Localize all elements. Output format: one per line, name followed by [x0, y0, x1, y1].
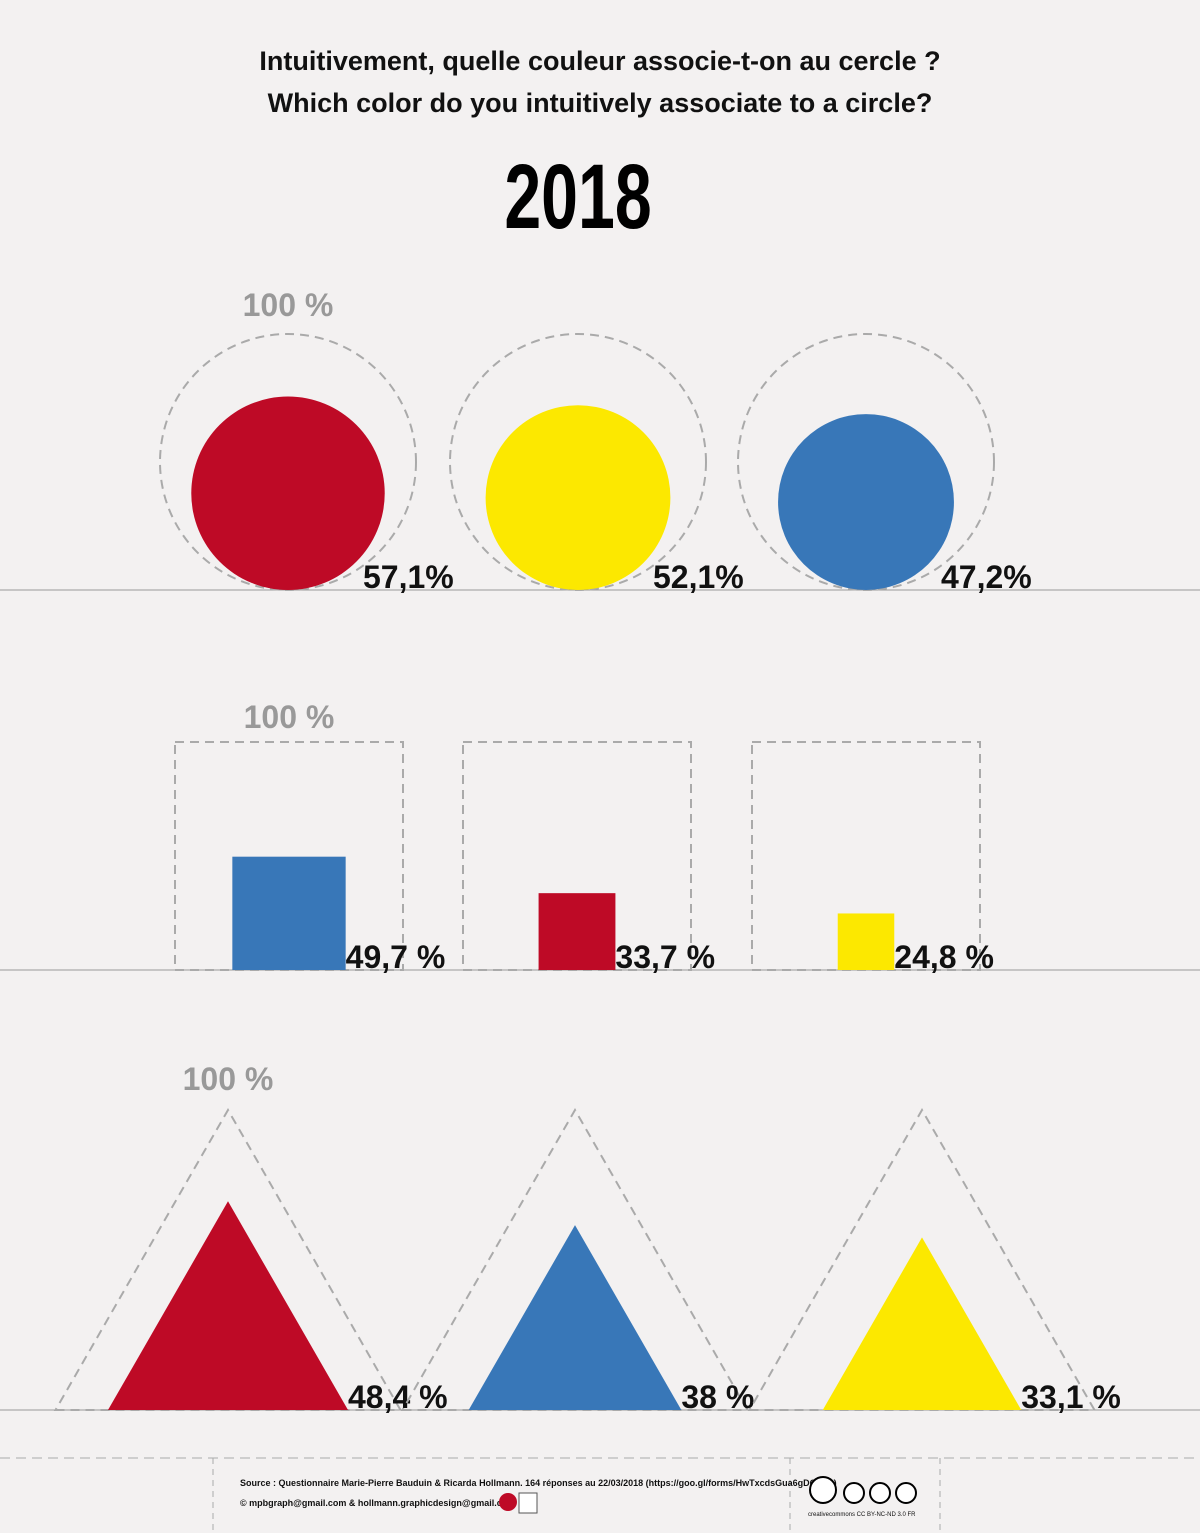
square	[538, 893, 616, 970]
square	[232, 856, 346, 970]
value-label: 24,8 %	[894, 939, 994, 975]
value-label: 57,1%	[363, 559, 454, 595]
title: Intuitivement, quelle couleur associe-t-…	[259, 46, 940, 76]
reference-outline	[159, 333, 417, 591]
triangle	[822, 1237, 1022, 1410]
triangle	[107, 1201, 349, 1410]
value-label: 33,1 %	[1021, 1379, 1121, 1415]
circle	[191, 396, 385, 590]
value-label: 49,7 %	[346, 939, 446, 975]
subtitle: Which color do you intuitively associate…	[268, 88, 933, 118]
value-label: 52,1%	[653, 559, 744, 595]
source: Source : Questionnaire Marie-Pierre Baud…	[240, 1478, 837, 1488]
reference-label: 100 %	[183, 1061, 274, 1097]
logos	[499, 1492, 538, 1514]
value-label: 38 %	[681, 1379, 754, 1415]
reference-label: 100 %	[244, 699, 335, 735]
circle	[485, 405, 671, 590]
circle	[778, 414, 954, 590]
license: creativecommons CC BY-NC-ND 3.0 FR	[808, 1512, 916, 1518]
reference-label: 100 %	[243, 287, 334, 323]
contact: © mpbgraph@gmail.com & hollmann.graphicd…	[240, 1498, 515, 1508]
cc-icons	[809, 1476, 917, 1504]
value-label: 33,7 %	[615, 939, 715, 975]
value-label: 48,4 %	[348, 1379, 448, 1415]
triangle	[468, 1225, 682, 1410]
square	[837, 913, 895, 970]
year: 2018	[504, 144, 651, 247]
value-label: 47,2%	[941, 559, 1032, 595]
